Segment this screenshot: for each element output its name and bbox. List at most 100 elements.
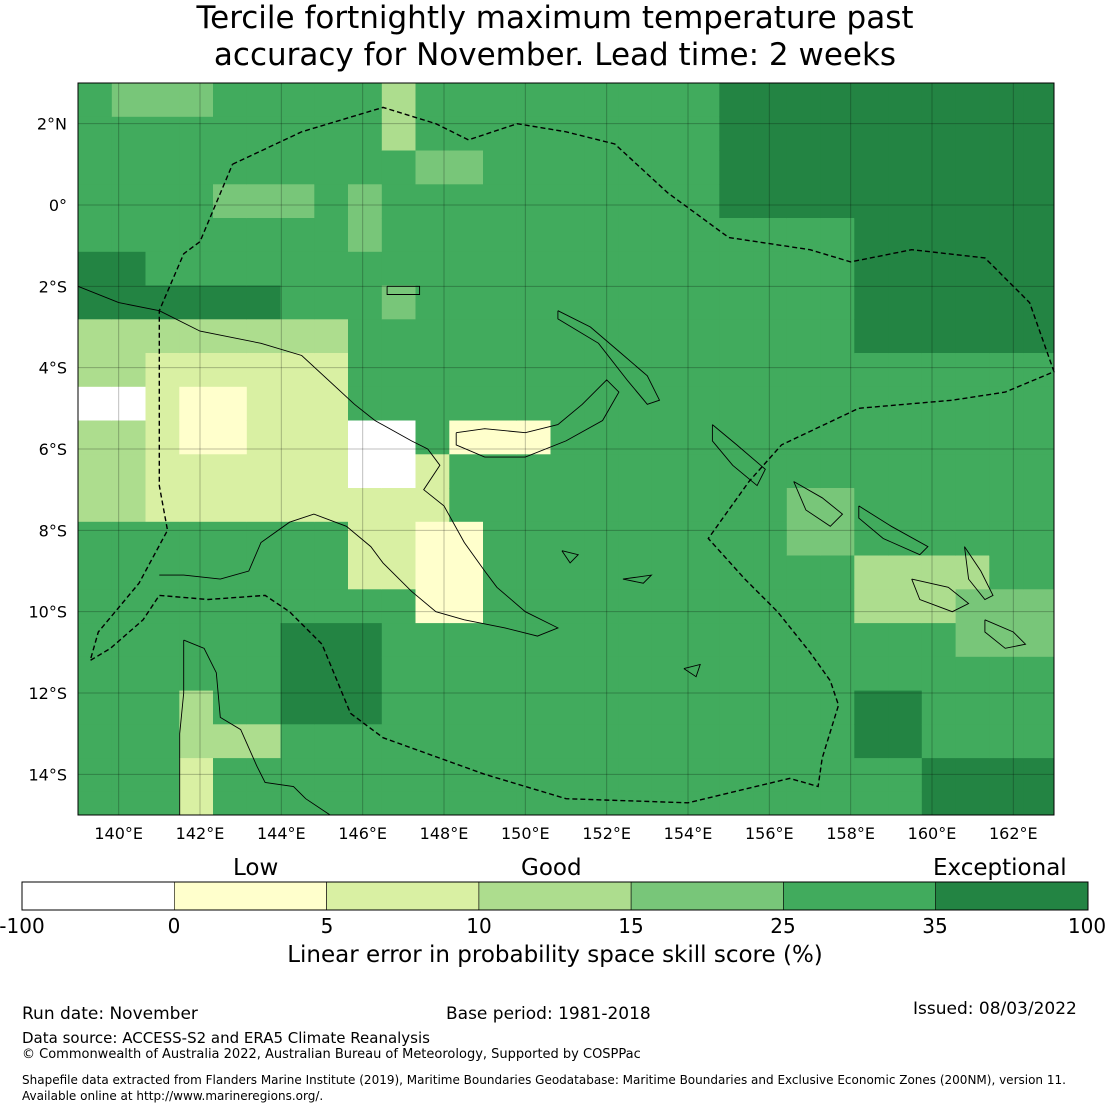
skill-cell [550,285,585,320]
skill-cell [989,656,1024,691]
skill-cell [618,724,653,759]
skill-cell [550,724,585,759]
skill-cell [381,218,416,253]
skill-cell [719,656,754,691]
colorbar-tick: 10 [466,914,492,938]
skill-cell [111,319,146,354]
skill-cell [685,353,720,388]
skill-cell [179,184,214,219]
skill-cell [685,656,720,691]
skill-cell [449,386,484,421]
skill-cell [753,791,788,816]
skill-cell [651,488,686,523]
skill-cell [78,690,113,725]
skill-cell [381,420,416,455]
coastline-solomons-e [984,619,1027,649]
skill-cell [1023,218,1055,253]
skill-cell [483,353,518,388]
skill-cell [381,589,416,624]
lon-tick-label: 162°E [989,824,1038,843]
skill-cell [584,184,619,219]
skill-cell [145,791,180,816]
skill-cell [246,623,281,658]
skill-cell [280,83,315,118]
data-source: Data source: ACCESS-S2 and ERA5 Climate … [22,1029,430,1047]
skill-cell [483,285,518,320]
skill-cell [415,83,450,118]
skill-cell [213,116,248,151]
skill-cell [955,454,990,489]
skill-cell [651,184,686,219]
colorbar-low-label: Low [233,855,279,881]
skill-cell [516,420,551,455]
skill-cell [921,420,956,455]
skill-cell [719,353,754,388]
skill-cell [618,656,653,691]
skill-cell [516,386,551,421]
skill-cell [246,454,281,489]
skill-cell [280,758,315,793]
skill-cell [179,150,214,185]
skill-cell [888,353,923,388]
colorbar [21,881,1089,911]
skill-cell [78,150,113,185]
skill-cell [145,83,180,118]
skill-cell [179,555,214,590]
run-date: Run date: November [22,1004,198,1024]
skill-cell [449,791,484,816]
skill-cell [820,724,855,759]
skill-cell [888,150,923,185]
skill-cell [78,386,113,421]
skill-cell [381,454,416,489]
colorbar-swatch [630,881,784,911]
skill-cell [786,724,821,759]
skill-cell [314,150,349,185]
skill-cell [78,488,113,523]
skill-cell [348,116,383,151]
skill-cell [955,791,990,816]
skill-cell [955,589,990,624]
skill-cell [246,488,281,523]
skill-cell [584,386,619,421]
skill-cell [483,251,518,286]
skill-cell [584,488,619,523]
skill-cell [449,251,484,286]
skill-cell [820,555,855,590]
skill-cell [415,454,450,489]
skill-cell [1023,353,1055,388]
skill-cell [381,758,416,793]
lat-tick-label: 0° [49,196,67,215]
colorbar-tick: 100 [1067,914,1107,938]
skill-cell [786,218,821,253]
skill-cell [449,690,484,725]
skill-cell [989,83,1024,118]
skill-cell [888,488,923,523]
skill-cell [854,521,889,556]
skill-cell [651,420,686,455]
lat-tick-label: 2°S [39,277,67,296]
skill-cell [753,150,788,185]
skill-cell [280,555,315,590]
colorbar-swatch [478,881,632,911]
skill-cell [78,285,113,320]
skill-cell [618,758,653,793]
coastline-newbritain [455,379,620,458]
skill-cell [280,589,315,624]
lon-tick-label: 140°E [94,824,143,843]
skill-cell [246,319,281,354]
skill-cell [213,656,248,691]
skill-cell [618,218,653,253]
skill-cell [685,285,720,320]
skill-cell [483,386,518,421]
shapefile-credit-line-1: Shapefile data extracted from Flanders M… [22,1073,1066,1087]
skill-cell [78,218,113,253]
skill-cell [1023,150,1055,185]
skill-cell [921,386,956,421]
skill-cell [618,184,653,219]
skill-cell [685,488,720,523]
skill-cell [753,555,788,590]
skill-grid [78,83,1055,816]
skill-cell [854,656,889,691]
skill-cell [955,184,990,219]
skill-cell [888,218,923,253]
